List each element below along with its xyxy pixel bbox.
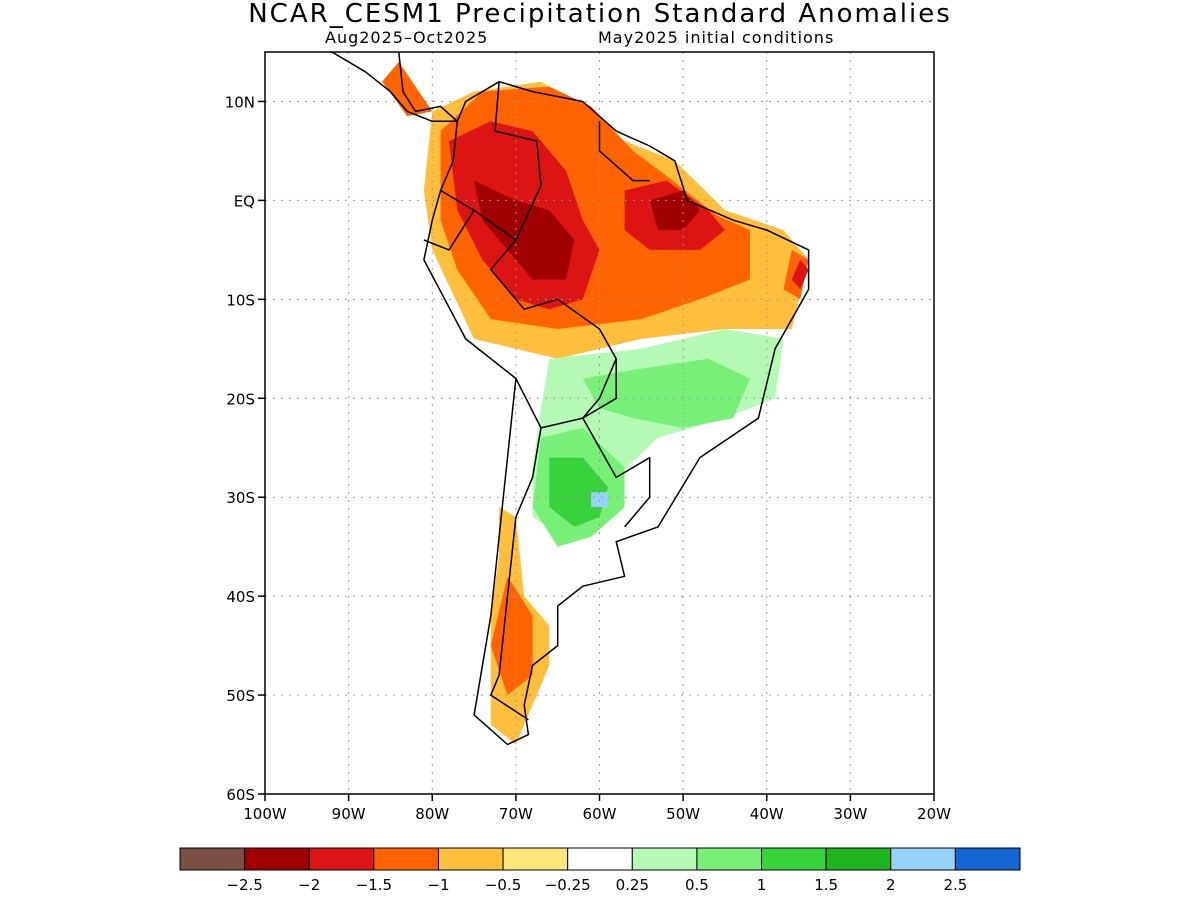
colorbar-swatch-9 xyxy=(761,847,827,871)
anomaly-region-13 xyxy=(591,492,608,508)
central-america-coastline xyxy=(331,52,459,123)
colorbar-label-10: 2 xyxy=(886,876,896,894)
chart-title: NCAR_CESM1 Precipitation Standard Anomal… xyxy=(248,0,952,29)
anomaly-region-4 xyxy=(474,180,575,280)
country-border-5 xyxy=(540,417,583,429)
colorbar-label-8: 1 xyxy=(757,876,767,894)
colorbar-swatch-6 xyxy=(567,847,633,871)
lon-tick-label-7: 30W xyxy=(833,805,867,823)
colorbar-swatch-10 xyxy=(825,847,892,871)
colorbar-legend: −2.5 −2 −1.5 −1 −0.5 −0.25 0.25 0.5 1 1.5 2 2.5 xyxy=(179,847,1021,894)
lat-tick-label-7: 60S xyxy=(226,786,255,804)
lon-tick-label-1: 90W xyxy=(332,805,366,823)
colorbar-swatch-8 xyxy=(696,847,763,871)
anomaly-region-0 xyxy=(382,61,433,117)
coastline-layer xyxy=(331,52,810,746)
lon-tick-label-2: 80W xyxy=(415,805,449,823)
colorbar-label-3: −1 xyxy=(427,876,449,894)
country-border-0 xyxy=(490,81,651,528)
anomaly-region-8 xyxy=(791,259,809,290)
colorbar-swatch-5 xyxy=(502,847,569,871)
colorbar-label-5: −0.25 xyxy=(545,876,591,894)
colorbar-swatch-0 xyxy=(179,847,246,871)
colorbar-label-4: −0.5 xyxy=(485,876,521,894)
colorbar-label-7: 0.5 xyxy=(685,876,709,894)
lon-tick-label-4: 60W xyxy=(583,805,617,823)
country-border-1 xyxy=(598,121,650,182)
colorbar-swatch-11 xyxy=(890,847,956,871)
chart-subtitle-init: May2025 initial conditions xyxy=(598,28,835,47)
colorbar-swatch-1 xyxy=(244,847,310,871)
south-america-coastline xyxy=(423,80,810,746)
colorbar-swatch-12 xyxy=(954,847,1021,871)
lon-tick-label-6: 40W xyxy=(750,805,784,823)
lat-tick-label-6: 50S xyxy=(226,687,255,705)
country-border-4 xyxy=(490,378,542,721)
lon-tick-label-0: 100W xyxy=(243,805,287,823)
lat-tick-label-0: 10N xyxy=(225,93,255,111)
lat-tick-label-1: EQ xyxy=(234,192,255,210)
chart-subtitle-period: Aug2025–Oct2025 xyxy=(325,28,489,47)
lat-tick-label-3: 20S xyxy=(226,390,255,408)
country-border-3 xyxy=(423,209,475,251)
lat-tick-label-2: 10S xyxy=(226,291,255,309)
anomaly-fill-layer xyxy=(382,61,809,745)
lon-tick-label-5: 50W xyxy=(666,805,700,823)
lat-tick-label-5: 40S xyxy=(226,588,255,606)
colorbar-label-1: −2 xyxy=(298,876,320,894)
anomaly-region-12 xyxy=(549,457,608,527)
colorbar-label-9: 1.5 xyxy=(814,876,838,894)
anomaly-region-10 xyxy=(582,358,750,428)
colorbar-label-2: −1.5 xyxy=(356,876,392,894)
colorbar-label-11: 2.5 xyxy=(943,876,967,894)
anomaly-region-15 xyxy=(490,576,533,696)
colorbar-swatch-7 xyxy=(631,847,698,871)
lon-tick-label-3: 70W xyxy=(499,805,533,823)
lon-tick-label-8: 20W xyxy=(917,805,951,823)
colorbar-label-0: −2.5 xyxy=(226,876,262,894)
colorbar-swatch-2 xyxy=(308,847,375,871)
lat-tick-label-4: 30S xyxy=(226,489,255,507)
country-border-6 xyxy=(582,358,617,419)
colorbar-swatch-3 xyxy=(373,847,439,871)
colorbar-swatch-4 xyxy=(437,847,504,871)
colorbar-label-6: 0.25 xyxy=(616,876,649,894)
